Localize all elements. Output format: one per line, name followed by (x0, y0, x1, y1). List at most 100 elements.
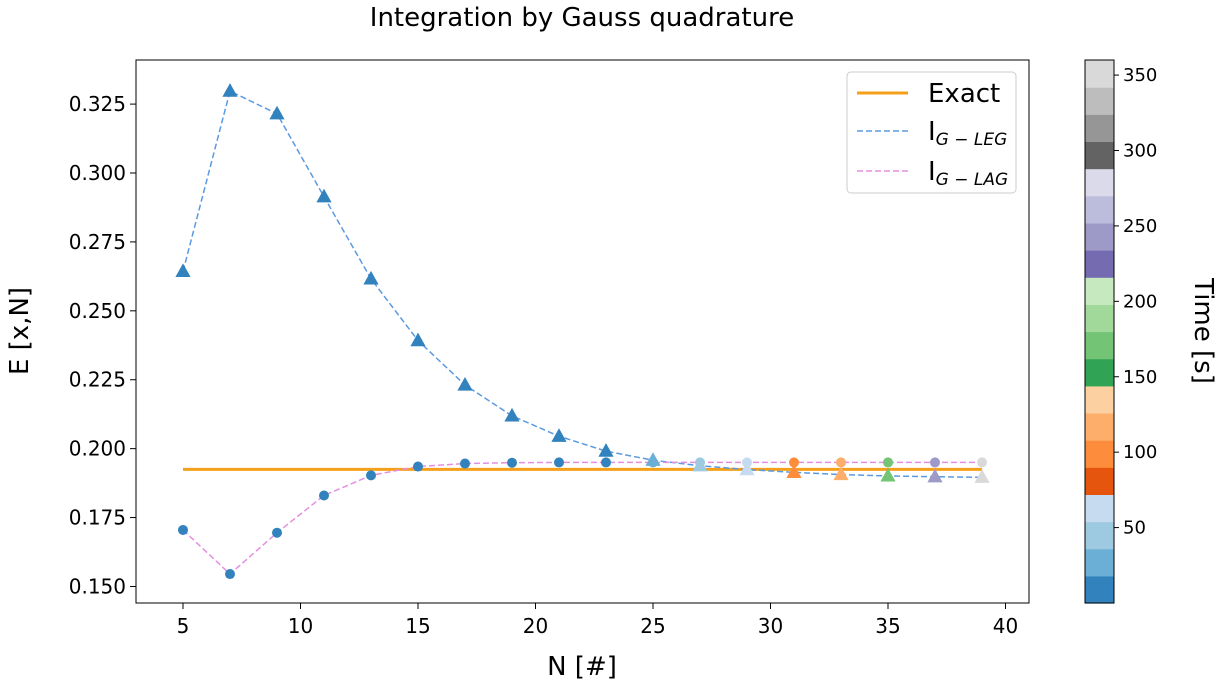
colorbar-segment (1085, 575, 1114, 604)
colorbar-label: Time [s] (1188, 277, 1218, 384)
colorbar-tick-label: 200 (1123, 291, 1157, 312)
colorbar-tick-label: 50 (1123, 518, 1146, 539)
leg-data-point (927, 468, 943, 483)
leg-data-point (222, 83, 238, 97)
series-markers (175, 83, 990, 580)
x-axis-label: N [#] (547, 652, 617, 682)
leg-data-point (363, 270, 379, 285)
y-tick-label: 0.250 (69, 299, 126, 323)
lag-data-point (507, 457, 517, 468)
colorbar-segment (1085, 331, 1114, 360)
leg-data-point (880, 467, 896, 482)
leg-series-line (182, 90, 983, 479)
lag-data-point (695, 457, 705, 468)
colorbar-segment (1085, 87, 1114, 115)
lag-data-point (601, 457, 611, 468)
lag-data-point (554, 457, 564, 468)
colorbar-segment (1085, 277, 1114, 305)
leg-data-point (598, 443, 614, 457)
colorbar-frame (1084, 59, 1115, 604)
colorbar-ticks: 50 100 150 200 250 300 350 (1114, 65, 1157, 539)
colorbar-tick-label: 150 (1123, 367, 1157, 388)
leg-data-point (974, 469, 990, 483)
y-tick-label: 0.175 (69, 506, 126, 530)
legend-box (846, 71, 1017, 194)
colorbar-tick-label: 300 (1123, 141, 1157, 162)
colorbar-segment (1085, 250, 1114, 278)
x-tick-label: 15 (405, 614, 430, 638)
legend: Exact IG − LEG IG − LAG (846, 71, 1017, 194)
lag-data-point (883, 457, 893, 468)
legend-leg-label: IG − LEG (928, 117, 1007, 150)
lag-data-point (930, 457, 940, 468)
y-tick-label: 0.225 (69, 368, 126, 392)
y-tick-label: 0.200 (69, 437, 126, 461)
lag-data-point (272, 527, 282, 538)
colorbar-segment (1085, 304, 1114, 333)
legend-leg-subscript: G − LEG (936, 130, 1008, 150)
leg-data-point (833, 466, 849, 481)
x-axis-ticks: 5 10 15 20 25 30 35 40 (177, 603, 1018, 638)
y-tick-label: 0.325 (69, 92, 126, 116)
colorbar-segment (1085, 467, 1114, 495)
leg-data-point (175, 263, 191, 278)
leg-data-point (739, 461, 755, 476)
x-tick-label: 20 (523, 614, 548, 638)
colorbar-segment (1085, 114, 1114, 143)
lag-data-point (977, 457, 987, 468)
y-tick-label: 0.275 (69, 230, 126, 254)
lag-data-point (366, 470, 376, 481)
lag-data-point (319, 490, 329, 501)
y-tick-label: 0.150 (69, 574, 126, 598)
x-tick-label: 30 (758, 614, 783, 638)
colorbar-segment (1085, 440, 1114, 468)
colorbar-segment (1085, 195, 1114, 224)
colorbar-tick-label: 100 (1123, 442, 1157, 463)
legend-lag-subscript: G − LAG (936, 170, 1009, 190)
colorbar-segment (1085, 385, 1114, 414)
colorbar-tick-label: 250 (1123, 216, 1157, 237)
lag-data-point (413, 461, 423, 472)
colorbar-segment (1085, 521, 1114, 550)
lag-data-point (178, 524, 188, 535)
legend-exact-label: Exact (928, 79, 1000, 109)
chart-title: Integration by Gauss quadrature (370, 3, 794, 33)
leg-data-point (786, 464, 802, 478)
colorbar-segment (1085, 412, 1114, 441)
x-tick-label: 40 (993, 614, 1018, 638)
leg-data-point (551, 428, 567, 442)
colorbar-segment (1085, 548, 1114, 577)
colorbar-tick-label: 350 (1123, 65, 1157, 86)
legend-lag-label: IG − LAG (928, 157, 1008, 190)
colorbar-segment (1085, 494, 1114, 523)
colorbar-segment (1085, 141, 1114, 170)
colorbar (1084, 59, 1115, 604)
leg-data-point (269, 105, 285, 120)
lag-data-point (225, 569, 235, 580)
leg-data-point (316, 188, 332, 203)
x-tick-label: 25 (640, 614, 665, 638)
colorbar-segment (1085, 358, 1114, 387)
legend-lag-name: I (928, 157, 936, 187)
colorbar-segment (1085, 60, 1114, 88)
legend-leg-name: I (928, 117, 936, 147)
x-tick-label: 35 (875, 614, 900, 638)
series-lines (182, 90, 983, 576)
x-tick-label: 5 (177, 614, 190, 638)
y-axis-ticks: 0.150 0.175 0.200 0.225 0.250 0.275 0.300 0.325 (69, 92, 136, 598)
y-tick-label: 0.300 (69, 161, 126, 185)
lag-data-point (789, 457, 799, 468)
colorbar-segment (1085, 222, 1114, 251)
lag-series-line (182, 461, 982, 576)
leg-data-point (410, 332, 426, 347)
lag-data-point (460, 458, 470, 469)
leg-data-point (504, 407, 520, 422)
y-axis-label: E [x,N] (5, 287, 35, 375)
lag-data-point (742, 457, 752, 468)
lag-data-point (648, 457, 658, 468)
x-tick-label: 10 (288, 614, 313, 638)
lag-data-point (836, 457, 846, 468)
leg-data-point (457, 376, 473, 391)
colorbar-segment (1085, 168, 1114, 197)
